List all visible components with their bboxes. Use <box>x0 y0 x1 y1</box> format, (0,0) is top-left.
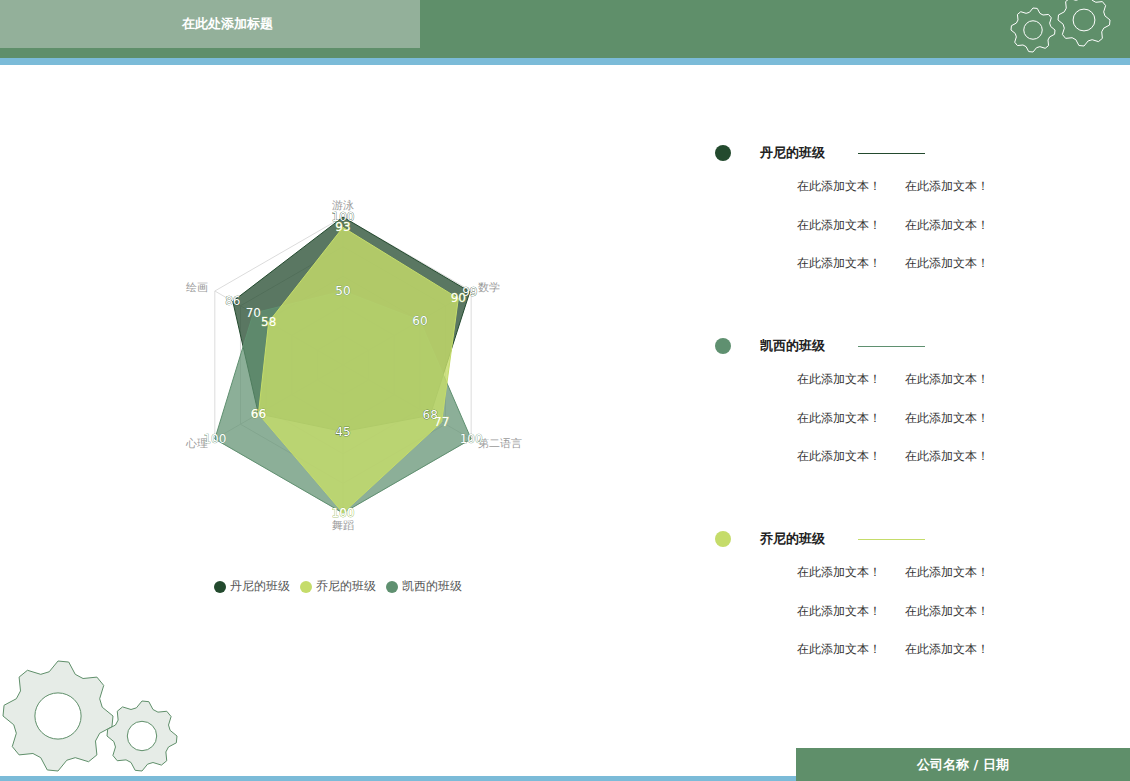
html-text:凯西的班级: 凯西的班级 <box>760 338 825 353</box>
html-text:在此添加文本！: 在此添加文本！ <box>905 565 989 579</box>
svg-text:77: 77 <box>434 415 449 429</box>
svg-text:第二语言: 第二语言 <box>478 437 522 450</box>
html-text:在此添加文本！: 在此添加文本！ <box>797 603 881 618</box>
html-text:在此添加文本！: 在此添加文本！ <box>905 372 989 386</box>
html-text:乔尼的班级: 乔尼的班级 <box>760 531 825 546</box>
svg-text:游泳: 游泳 <box>332 199 354 212</box>
html-text:在此添加文本！: 在此添加文本！ <box>905 256 989 270</box>
svg-text:100: 100 <box>332 506 355 520</box>
html-text:凯西的班级: 凯西的班级 <box>402 579 462 593</box>
html-text:丹尼的班级: 丹尼的班级 <box>230 579 290 593</box>
svg-text:68: 68 <box>422 408 438 423</box>
svg-text:86: 86 <box>225 294 240 308</box>
svg-text:93: 93 <box>335 220 350 234</box>
html-text:在此添加文本！: 在此添加文本！ <box>797 372 881 386</box>
html-text:在此添加文本！: 在此添加文本！ <box>797 642 881 656</box>
html-text:在此添加文本！: 在此添加文本！ <box>905 410 989 425</box>
html-text:在此处添加标题: 在此处添加标题 <box>181 16 273 31</box>
html-text:公司名称 / 日期: 公司名称 / 日期 <box>917 756 1009 772</box>
html-text:在此添加文本！: 在此添加文本！ <box>797 256 881 270</box>
svg-text:心理: 心理 <box>185 436 208 450</box>
svg-text:数学: 数学 <box>478 281 500 294</box>
svg-text:绘画: 绘画 <box>186 281 208 294</box>
svg-text:45: 45 <box>335 425 350 439</box>
html-text:在此添加文本！: 在此添加文本！ <box>905 449 989 463</box>
html-text:在此添加文本！: 在此添加文本！ <box>797 410 881 425</box>
svg-text:舞蹈: 舞蹈 <box>332 519 354 532</box>
html-text:在此添加文本！: 在此添加文本！ <box>905 603 989 618</box>
html-text:在此添加文本！: 在此添加文本！ <box>905 642 989 656</box>
svg-text:90: 90 <box>451 291 466 305</box>
svg-text:60: 60 <box>412 314 427 328</box>
svg-text:66: 66 <box>251 407 266 421</box>
svg-text:58: 58 <box>261 315 276 329</box>
svg-text:99: 99 <box>462 284 478 299</box>
html-text:在此添加文本！: 在此添加文本！ <box>905 179 989 193</box>
html-text:在此添加文本！: 在此添加文本！ <box>797 449 881 463</box>
html-text:丹尼的班级: 丹尼的班级 <box>760 145 825 160</box>
svg-text:100: 100 <box>460 432 483 446</box>
html-text:在此添加文本！: 在此添加文本！ <box>797 565 881 579</box>
html-text:在此添加文本！: 在此添加文本！ <box>797 217 881 232</box>
svg-text:66: 66 <box>251 407 266 421</box>
html-text:乔尼的班级: 乔尼的班级 <box>316 579 376 593</box>
html-text:在此添加文本！: 在此添加文本！ <box>905 217 989 232</box>
svg-text:70: 70 <box>246 306 261 320</box>
html-text:在此添加文本！: 在此添加文本！ <box>797 179 881 193</box>
svg-text:100: 100 <box>332 506 355 520</box>
svg-text:100: 100 <box>331 210 355 224</box>
svg-text:100: 100 <box>203 432 226 446</box>
svg-text:50: 50 <box>335 284 350 298</box>
